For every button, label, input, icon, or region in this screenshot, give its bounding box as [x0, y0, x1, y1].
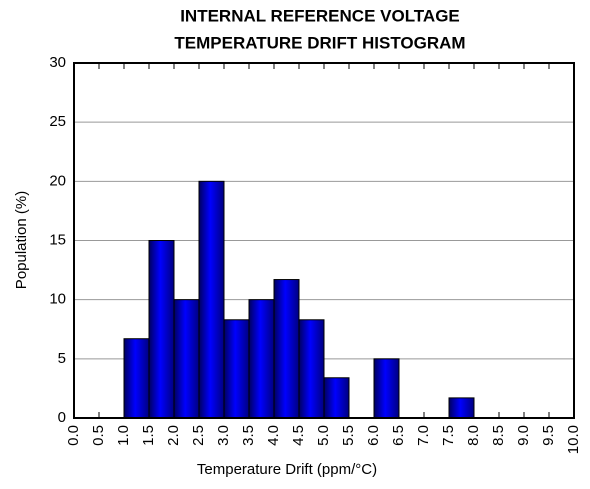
x-tick-label: 3.5: [240, 425, 257, 446]
y-tick-label: 20: [49, 172, 66, 189]
plot-frame: [73, 62, 575, 419]
x-tick-label: 9.5: [540, 425, 557, 446]
y-tick-label: 0: [58, 409, 66, 426]
x-tick-label: 5.0: [315, 425, 332, 446]
y-tick-label: 30: [49, 54, 66, 71]
x-tick-label: 1.5: [140, 425, 157, 446]
bar: [373, 358, 400, 419]
x-tick-label: 0.5: [90, 425, 107, 446]
bar: [148, 240, 175, 419]
y-tick-label: 15: [49, 231, 66, 248]
bar: [123, 338, 150, 419]
x-tick-label: 7.0: [415, 425, 432, 446]
x-tick-label: 4.0: [265, 425, 282, 446]
x-tick-label: 1.0: [115, 425, 132, 446]
x-tick-label: 9.0: [515, 425, 532, 446]
bar: [323, 377, 350, 419]
x-tick-label: 6.5: [390, 425, 407, 446]
x-tick-label: 0.0: [65, 425, 82, 446]
bar: [298, 319, 325, 419]
x-axis-label: Temperature Drift (ppm/°C): [197, 461, 377, 478]
x-tick-label: 6.0: [365, 425, 382, 446]
x-tick-label: 3.0: [215, 425, 232, 446]
x-tick-label: 2.5: [190, 425, 207, 446]
bar: [248, 299, 275, 419]
bar: [173, 299, 200, 419]
bar: [223, 319, 250, 419]
x-tick-label: 2.0: [165, 425, 182, 446]
x-tick-label: 8.5: [490, 425, 507, 446]
bar: [198, 180, 225, 419]
chart-title: TEMPERATURE DRIFT HISTOGRAM: [174, 33, 465, 52]
x-tick-label: 5.5: [340, 425, 357, 446]
y-tick-label: 25: [49, 113, 66, 130]
x-tick-label: 4.5: [290, 425, 307, 446]
x-tick-label: 10.0: [565, 425, 582, 454]
bar: [448, 397, 475, 419]
x-tick-label: 7.5: [440, 425, 457, 446]
y-axis-label: Population (%): [13, 191, 30, 289]
chart-title: INTERNAL REFERENCE VOLTAGE: [180, 6, 460, 25]
bar: [273, 279, 300, 419]
y-tick-label: 5: [58, 350, 66, 367]
x-tick-label: 8.0: [465, 425, 482, 446]
y-tick-label: 10: [49, 291, 66, 308]
